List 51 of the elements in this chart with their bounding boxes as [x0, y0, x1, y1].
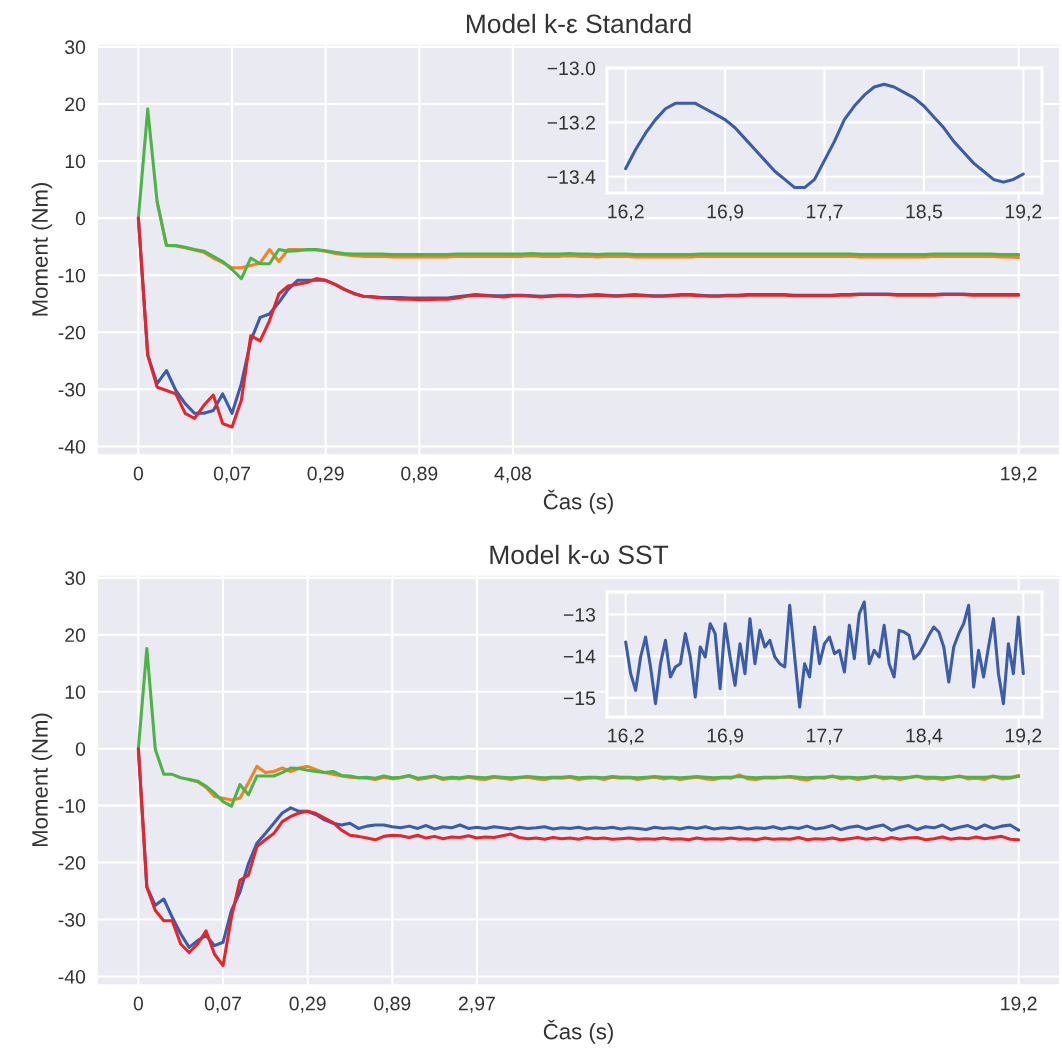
x-tick-label: 19,2	[1005, 204, 1042, 221]
y-tick-label: -20	[58, 856, 86, 870]
y-tick-label: -30	[58, 382, 86, 397]
y-tick-label: −15	[563, 691, 596, 706]
y-tick-label: -20	[58, 325, 86, 340]
y-tick-label: 10	[65, 154, 86, 169]
y-tick-label: −13	[563, 607, 596, 622]
line-series	[624, 82, 1025, 190]
chart-title: Model k-ε Standard	[466, 13, 691, 34]
y-tick-label: −14	[563, 649, 596, 664]
y-tick-label: -40	[58, 439, 86, 454]
x-tick-label: 18,5	[906, 204, 943, 221]
y-tick-label: -30	[58, 912, 86, 927]
x-tick-label: 17,7	[807, 728, 843, 745]
y-tick-label: -10	[58, 268, 86, 283]
x-tick-label: 0,29	[289, 996, 326, 1013]
y-axis-title: Moment (Nm)	[31, 713, 53, 847]
y-tick-label: −13.4	[547, 170, 596, 184]
x-tick-label: 16,9	[707, 728, 744, 745]
x-tick-label: 19,2	[1005, 728, 1042, 745]
x-axis-title: Čas (s)	[543, 1019, 613, 1044]
y-tick-label: 10	[65, 685, 86, 699]
x-tick-label: 0,29	[307, 466, 344, 483]
x-tick-label: 4,08	[494, 466, 532, 483]
x-tick-label: 0	[133, 996, 144, 1011]
chart-title: Model k-ω SST	[490, 544, 669, 565]
x-tick-label: 19,2	[1001, 996, 1037, 1013]
line-series	[624, 600, 1025, 709]
y-tick-label: 30	[65, 571, 86, 586]
x-tick-label: 0	[133, 466, 144, 481]
y-tick-label: 0	[75, 742, 86, 756]
x-tick-label: 17,7	[807, 204, 843, 221]
y-tick-label: 20	[65, 97, 86, 112]
y-tick-label: −13.2	[547, 115, 595, 130]
x-tick-label: 0,89	[401, 466, 438, 483]
x-tick-label: 18,4	[906, 728, 943, 745]
x-tick-label: 19,2	[1001, 466, 1037, 483]
x-tick-label: 2,97	[458, 996, 495, 1013]
y-tick-label: 30	[65, 40, 86, 55]
y-tick-label: 20	[65, 628, 86, 643]
x-tick-label: 16,2	[608, 728, 644, 745]
y-tick-label: −13.0	[547, 61, 596, 76]
y-tick-label: -40	[58, 969, 86, 984]
x-axis-title: Čas (s)	[543, 489, 613, 514]
x-tick-label: 0,89	[374, 996, 411, 1013]
x-tick-label: 16,9	[707, 204, 744, 221]
x-tick-label: 0,07	[204, 996, 241, 1013]
x-tick-label: 0,07	[213, 466, 250, 483]
y-tick-label: -10	[58, 799, 86, 813]
x-tick-label: 16,2	[608, 204, 644, 221]
y-axis-title: Moment (Nm)	[31, 182, 53, 316]
